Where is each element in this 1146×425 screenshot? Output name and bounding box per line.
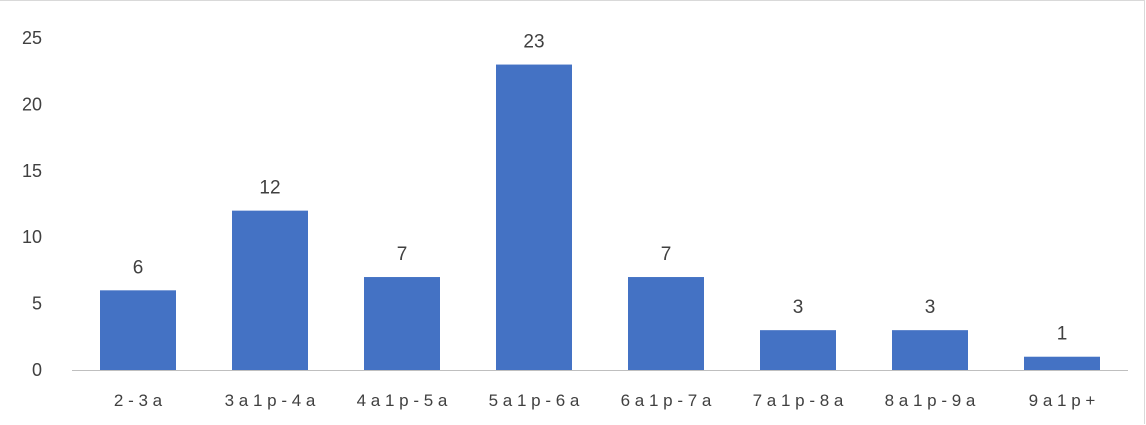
x-axis-categories: 2 - 3 a 3 a 1 p - 4 a 4 a 1 p - 5 a 5 a 1 p… xyxy=(114,391,1095,410)
y-tick-label: 10 xyxy=(22,227,42,247)
y-tick-label: 25 xyxy=(22,28,42,48)
y-tick-label: 15 xyxy=(22,161,42,181)
x-category-label: 3 a 1 p - 4 a xyxy=(225,391,316,410)
bar xyxy=(100,290,176,370)
bar xyxy=(628,277,704,370)
y-tick-label: 0 xyxy=(32,360,42,380)
y-tick-label: 20 xyxy=(22,94,42,114)
data-label: 3 xyxy=(793,297,804,318)
bar xyxy=(892,330,968,370)
bar xyxy=(364,277,440,370)
x-category-label: 4 a 1 p - 5 a xyxy=(357,391,448,410)
data-label: 23 xyxy=(523,32,544,53)
bar xyxy=(496,64,572,370)
x-category-label: 2 - 3 a xyxy=(114,391,163,410)
bar xyxy=(232,210,308,370)
data-label: 6 xyxy=(133,257,144,278)
data-label: 7 xyxy=(397,244,408,265)
bar xyxy=(1024,356,1100,370)
x-category-label: 5 a 1 p - 6 a xyxy=(489,391,580,410)
x-category-label: 6 a 1 p - 7 a xyxy=(621,391,712,410)
x-category-label: 9 a 1 p + xyxy=(1029,391,1096,410)
x-category-label: 7 a 1 p - 8 a xyxy=(753,391,844,410)
data-label: 1 xyxy=(1057,324,1068,345)
data-label: 3 xyxy=(925,297,936,318)
bar xyxy=(760,330,836,370)
y-tick-label: 5 xyxy=(32,294,42,314)
data-label: 12 xyxy=(259,178,280,199)
data-labels: 6 12 7 23 7 3 3 1 xyxy=(133,32,1068,345)
y-axis-ticks: 0 5 10 15 20 25 xyxy=(22,28,42,380)
x-category-label: 8 a 1 p - 9 a xyxy=(885,391,976,410)
data-label: 7 xyxy=(661,244,672,265)
bars xyxy=(100,64,1100,370)
